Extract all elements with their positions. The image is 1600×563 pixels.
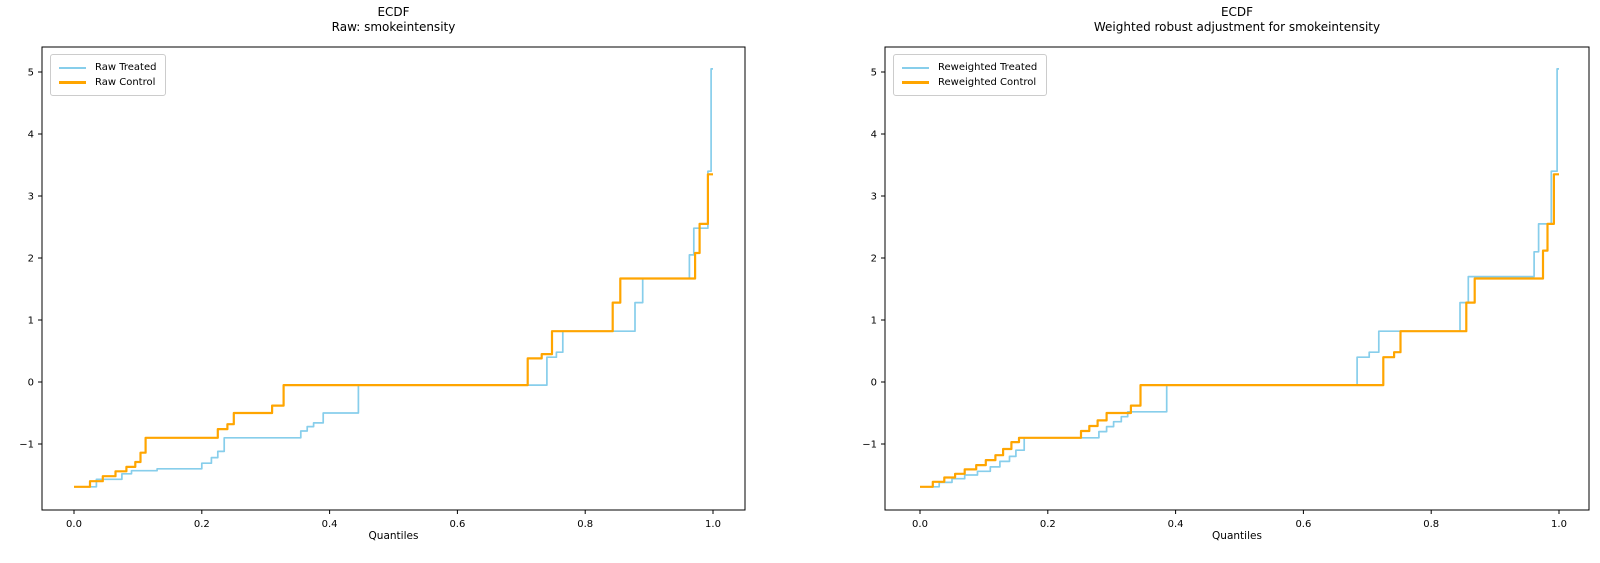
y-tick-label-left: 1 <box>28 316 34 327</box>
plot-left-xlabel: Quantiles <box>368 530 419 542</box>
reweighted-control-line-swatch <box>902 81 929 84</box>
legend-label-raw-control: Raw Control <box>95 77 156 88</box>
plot-left-title-line1: ECDF <box>377 5 410 19</box>
x-tick-label-left: 0.0 <box>66 519 82 530</box>
plot-right-title: ECDF Weighted robust adjustment for smok… <box>885 5 1589 35</box>
y-tick-label-right: 3 <box>871 192 877 203</box>
y-tick-label-right: 2 <box>871 254 877 265</box>
axes-box-right <box>884 46 1590 511</box>
series-line-reweighted-control <box>920 173 1559 488</box>
raw-treated-line-swatch <box>59 66 86 69</box>
legend-label-reweighted-control: Reweighted Control <box>938 77 1037 88</box>
x-tick-label-right: 0.6 <box>1295 519 1311 530</box>
series-line-raw-treated <box>74 68 713 488</box>
legend-item-raw-control: Raw Control <box>59 75 156 90</box>
x-tick-label-left: 0.2 <box>194 519 210 530</box>
y-tick-label-left: 2 <box>28 254 34 265</box>
legend-left: Raw Treated Raw Control <box>50 54 167 96</box>
y-tick-label-right: 4 <box>871 130 877 141</box>
plot-right-title-line2: Weighted robust adjustment for smokeinte… <box>1093 20 1381 34</box>
x-tick-label-right: 1.0 <box>1551 519 1567 530</box>
x-tick-label-right: 0.0 <box>912 519 928 530</box>
plot-right-xlabel: Quantiles <box>1212 530 1262 542</box>
x-tick-label-right: 0.4 <box>1168 519 1184 530</box>
series-line-raw-control <box>74 173 713 488</box>
x-tick-label-left: 0.8 <box>577 519 593 530</box>
legend-label-reweighted-treated: Reweighted Treated <box>938 62 1038 73</box>
legend-label-raw-treated: Raw Treated <box>95 62 157 73</box>
legend-right: Reweighted Treated Reweighted Control <box>893 54 1048 96</box>
x-tick-label-left: 0.4 <box>322 519 338 530</box>
y-tick-label-left: 3 <box>28 192 34 203</box>
x-tick-label-left: 0.6 <box>449 519 465 530</box>
legend-item-reweighted-control: Reweighted Control <box>902 75 1037 90</box>
x-tick-label-left: 1.0 <box>705 519 721 530</box>
reweighted-treated-line-swatch <box>902 66 929 69</box>
plot-left-title-line2: Raw: smokeintensity <box>331 20 456 34</box>
y-tick-label-left: −1 <box>19 440 34 451</box>
y-tick-label-left: 0 <box>28 378 34 389</box>
y-tick-label-right: −1 <box>862 440 877 451</box>
x-tick-label-right: 0.8 <box>1423 519 1439 530</box>
x-tick-label-right: 0.2 <box>1040 519 1056 530</box>
axes-box-left <box>41 46 746 511</box>
y-tick-label-left: 5 <box>28 68 34 79</box>
plot-left-title: ECDF Raw: smokeintensity <box>42 5 745 35</box>
y-tick-label-left: 4 <box>28 130 34 141</box>
y-tick-label-right: 1 <box>871 316 877 327</box>
legend-item-raw-treated: Raw Treated <box>59 60 156 75</box>
legend-item-reweighted-treated: Reweighted Treated <box>902 60 1037 75</box>
series-line-reweighted-treated <box>920 68 1559 488</box>
y-tick-label-right: 0 <box>871 378 877 389</box>
raw-control-line-swatch <box>59 81 86 84</box>
y-tick-label-right: 5 <box>871 68 877 79</box>
plot-right-title-line1: ECDF <box>1220 5 1254 19</box>
